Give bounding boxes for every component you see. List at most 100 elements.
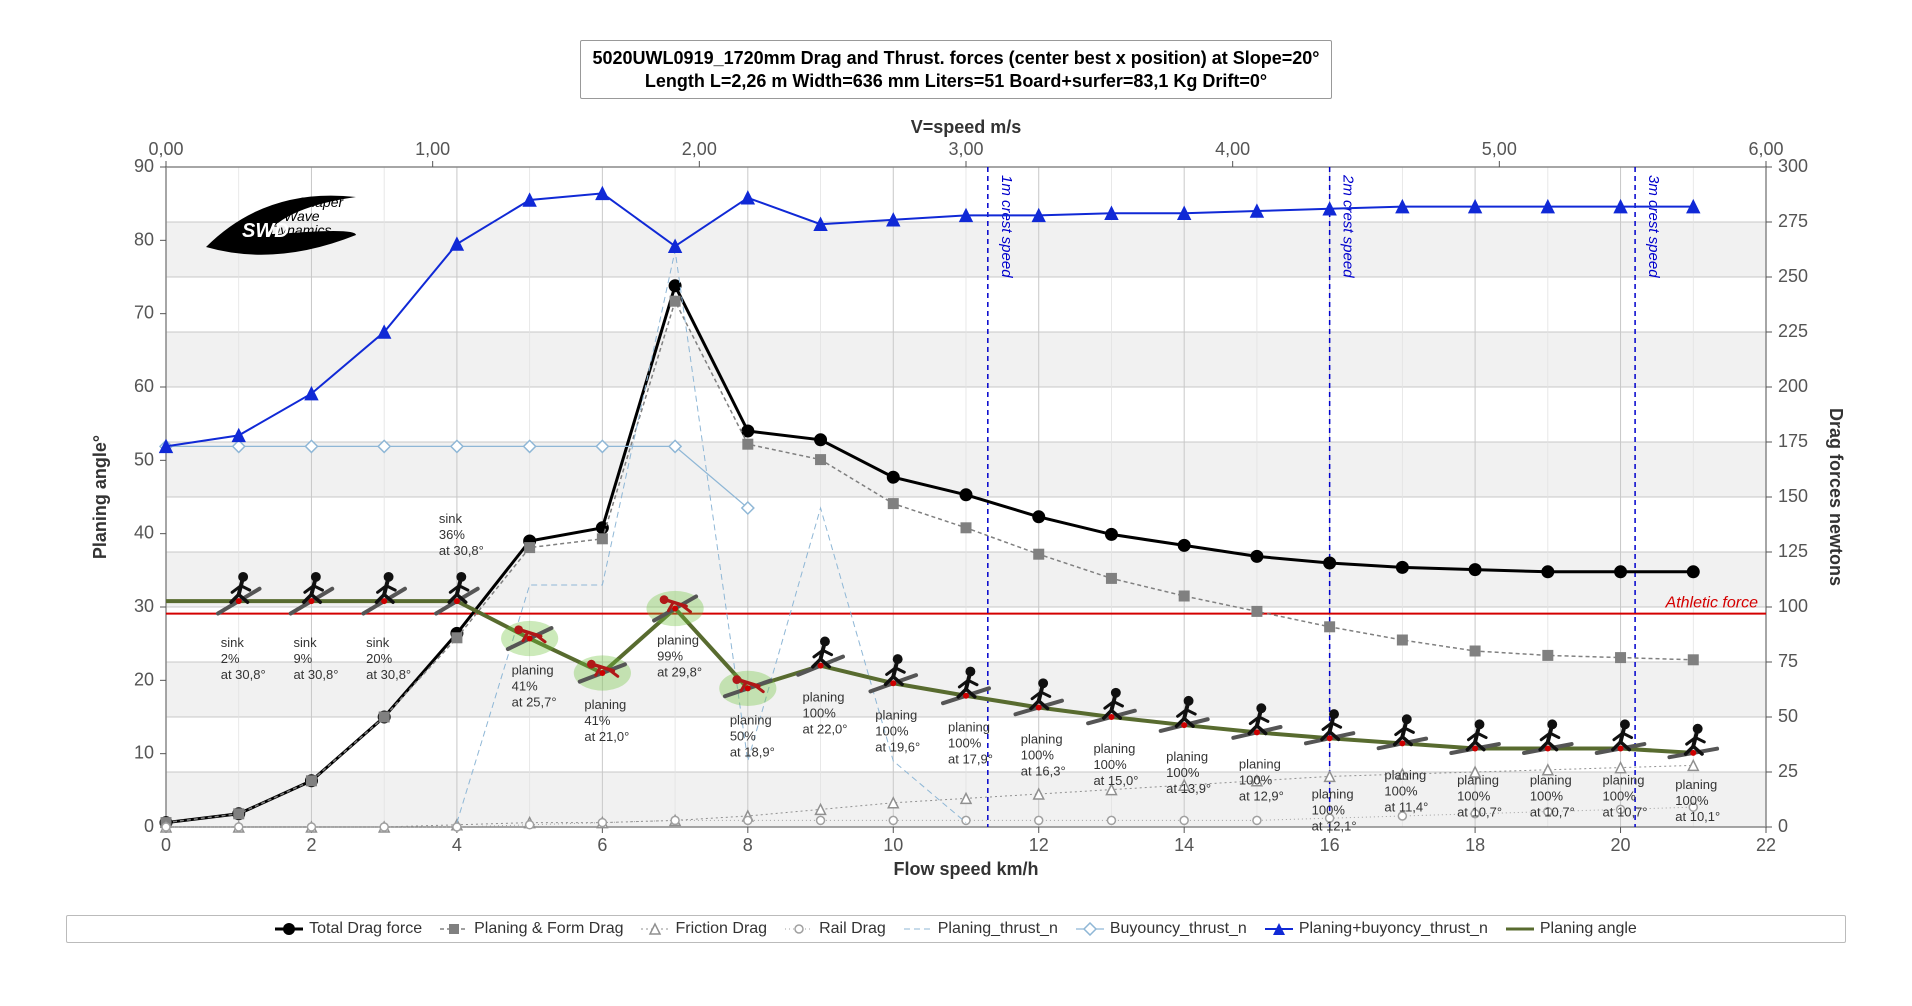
svg-text:1m crest speed: 1m crest speed xyxy=(998,175,1015,278)
legend-label: Friction Drag xyxy=(675,920,767,938)
legend-label: Rail Drag xyxy=(819,920,886,938)
legend-item-planing_angle: Planing angle xyxy=(1506,920,1637,938)
svg-text:60: 60 xyxy=(134,376,154,396)
svg-text:12: 12 xyxy=(1029,835,1049,855)
svg-text:100%: 100% xyxy=(1384,783,1418,798)
svg-text:at 13,9°: at 13,9° xyxy=(1166,781,1211,796)
svg-text:250: 250 xyxy=(1778,266,1808,286)
svg-text:Athletic force: Athletic force xyxy=(1665,595,1759,612)
svg-text:sink: sink xyxy=(366,635,390,650)
title-line1: 5020UWL0919_1720mm Drag and Thrust. forc… xyxy=(593,47,1320,70)
svg-text:300: 300 xyxy=(1778,156,1808,176)
svg-text:0: 0 xyxy=(1778,816,1788,836)
svg-text:sink: sink xyxy=(293,635,317,650)
svg-text:planing: planing xyxy=(1457,773,1499,788)
legend: Total Drag force Planing & Form Drag Frict… xyxy=(66,915,1846,943)
svg-text:20: 20 xyxy=(134,669,154,689)
svg-text:25: 25 xyxy=(1778,761,1798,781)
svg-text:100%: 100% xyxy=(1312,802,1346,817)
svg-text:planing: planing xyxy=(657,632,699,647)
svg-text:at 12,1°: at 12,1° xyxy=(1312,818,1357,833)
svg-text:at 10,7°: at 10,7° xyxy=(1457,805,1502,820)
svg-text:at 19,6°: at 19,6° xyxy=(875,739,920,754)
svg-text:10: 10 xyxy=(883,835,903,855)
chart-title: 5020UWL0919_1720mm Drag and Thrust. forc… xyxy=(580,40,1333,99)
svg-text:Drag forces newtons: Drag forces newtons xyxy=(1826,408,1846,586)
svg-text:planing: planing xyxy=(1021,731,1063,746)
svg-text:at 12,9°: at 12,9° xyxy=(1239,788,1284,803)
legend-swatch xyxy=(1076,922,1104,936)
svg-text:Planing angle°: Planing angle° xyxy=(90,435,110,559)
svg-text:at 30,8°: at 30,8° xyxy=(439,543,484,558)
legend-swatch xyxy=(1506,922,1534,936)
svg-text:18: 18 xyxy=(1465,835,1485,855)
svg-text:14: 14 xyxy=(1174,835,1194,855)
legend-swatch xyxy=(275,922,303,936)
svg-text:22: 22 xyxy=(1756,835,1776,855)
svg-text:at 18,9°: at 18,9° xyxy=(730,744,775,759)
svg-text:sink: sink xyxy=(221,635,245,650)
legend-label: Planing & Form Drag xyxy=(474,920,623,938)
svg-text:5,00: 5,00 xyxy=(1482,139,1517,159)
svg-text:50: 50 xyxy=(1778,706,1798,726)
svg-text:70: 70 xyxy=(134,303,154,323)
svg-text:100%: 100% xyxy=(1675,793,1709,808)
svg-text:16: 16 xyxy=(1320,835,1340,855)
chart-svg: 0246810121416182022Flow speed km/h0,001,… xyxy=(66,107,1846,907)
legend-label: Planing_thrust_n xyxy=(938,920,1058,938)
svg-text:Flow speed km/h: Flow speed km/h xyxy=(893,859,1038,879)
svg-text:275: 275 xyxy=(1778,211,1808,231)
svg-text:75: 75 xyxy=(1778,651,1798,671)
svg-text:at 11,4°: at 11,4° xyxy=(1384,799,1428,814)
svg-text:planing: planing xyxy=(1239,756,1281,771)
svg-text:100: 100 xyxy=(1778,596,1808,616)
svg-text:at 16,3°: at 16,3° xyxy=(1021,763,1066,778)
svg-text:at 21,0°: at 21,0° xyxy=(584,729,629,744)
svg-text:at 10,1°: at 10,1° xyxy=(1675,809,1720,824)
svg-text:SWD: SWD xyxy=(242,220,289,242)
svg-text:planing: planing xyxy=(1166,749,1208,764)
svg-text:planing: planing xyxy=(875,707,917,722)
svg-text:4: 4 xyxy=(452,835,462,855)
svg-text:planing: planing xyxy=(1312,786,1354,801)
legend-item-rail_drag: Rail Drag xyxy=(785,920,886,938)
legend-swatch xyxy=(904,922,932,936)
svg-text:at 25,7°: at 25,7° xyxy=(512,695,557,710)
svg-text:125: 125 xyxy=(1778,541,1808,561)
svg-text:2,00: 2,00 xyxy=(682,139,717,159)
svg-text:at 30,8°: at 30,8° xyxy=(221,667,266,682)
svg-text:99%: 99% xyxy=(657,648,683,663)
svg-text:9%: 9% xyxy=(293,651,312,666)
svg-text:planing: planing xyxy=(512,663,554,678)
legend-item-buoyancy_thrust: Buyouncy_thrust_n xyxy=(1076,920,1247,938)
legend-item-planing_thrust: Planing_thrust_n xyxy=(904,920,1058,938)
svg-text:at 17,9°: at 17,9° xyxy=(948,752,993,767)
svg-text:sink: sink xyxy=(439,511,463,526)
svg-text:0: 0 xyxy=(161,835,171,855)
svg-text:150: 150 xyxy=(1778,486,1808,506)
title-line2: Length L=2,26 m Width=636 mm Liters=51 B… xyxy=(593,70,1320,93)
svg-text:planing: planing xyxy=(1675,777,1717,792)
svg-text:at 29,8°: at 29,8° xyxy=(657,664,702,679)
legend-swatch xyxy=(785,922,813,936)
svg-text:100%: 100% xyxy=(1021,747,1055,762)
svg-text:50: 50 xyxy=(134,449,154,469)
svg-text:planing: planing xyxy=(730,712,772,727)
legend-swatch xyxy=(641,922,669,936)
svg-text:planing: planing xyxy=(803,690,845,705)
svg-text:100%: 100% xyxy=(1603,789,1637,804)
svg-text:175: 175 xyxy=(1778,431,1808,451)
svg-text:20%: 20% xyxy=(366,651,392,666)
svg-text:at 22,0°: at 22,0° xyxy=(803,722,848,737)
legend-label: Total Drag force xyxy=(309,920,422,938)
svg-text:planing: planing xyxy=(1093,741,1135,756)
legend-item-friction_drag: Friction Drag xyxy=(641,920,767,938)
svg-text:V=speed m/s: V=speed m/s xyxy=(911,117,1022,137)
svg-text:planing: planing xyxy=(584,697,626,712)
svg-text:10: 10 xyxy=(134,743,154,763)
svg-text:at 30,8°: at 30,8° xyxy=(366,667,411,682)
svg-text:planing: planing xyxy=(1603,773,1645,788)
svg-text:100%: 100% xyxy=(948,736,982,751)
svg-text:100%: 100% xyxy=(1093,757,1127,772)
svg-text:100%: 100% xyxy=(803,706,837,721)
